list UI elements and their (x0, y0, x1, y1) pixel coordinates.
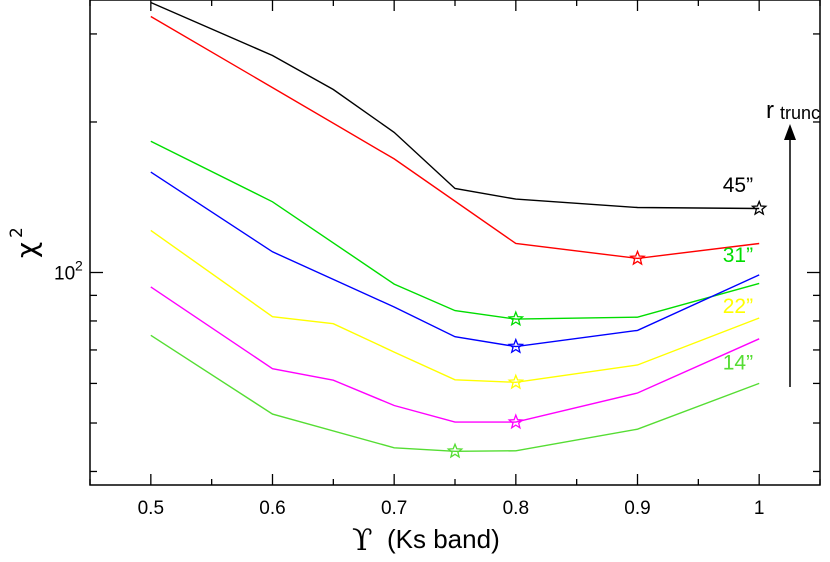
best-fit-star (629, 249, 646, 266)
best-fit-star (446, 442, 464, 459)
series-line (150, 15, 760, 260)
truncation-arrow-head (784, 124, 796, 140)
series-line (150, 1, 760, 210)
radius-annotation: 31” (723, 244, 753, 267)
series-line (150, 140, 760, 320)
plot-frame (89, 0, 821, 486)
series-lines (150, 1, 760, 453)
best-fit-markers (446, 199, 768, 459)
best-fit-star (750, 199, 768, 216)
x-tick-labels: 0.5 0.6 0.7 0.8 0.9 1 (138, 498, 765, 519)
best-fit-star (507, 310, 525, 327)
truncation-radius-subscript: trunc (780, 103, 820, 123)
radius-annotation: 45” (723, 174, 753, 197)
x-tick-label: 1 (754, 498, 765, 519)
x-tick-label: 0.6 (259, 498, 285, 519)
best-fit-star (507, 337, 525, 354)
series-line (150, 334, 760, 453)
series-line (150, 171, 760, 348)
best-fit-star (507, 413, 525, 430)
y-axis-label-exponent: 2 (7, 227, 27, 238)
x-tick-label: 0.5 (138, 498, 164, 519)
axis-ticks (89, 0, 821, 485)
truncation-radius-label: r (766, 97, 774, 124)
x-axis-label-text: (Ks band) (387, 524, 500, 554)
x-tick-label: 0.8 (503, 498, 529, 519)
radius-annotation: 14” (723, 351, 753, 374)
y-tick-label-exponent: 2 (75, 258, 83, 274)
x-axis-label: ϒ (Ks band) (352, 523, 500, 558)
truncation-arrow: r trunc (766, 97, 820, 387)
radius-annotation: 22” (723, 295, 753, 318)
annotations: 45” 31” 22” 14” (723, 174, 753, 375)
x-axis-label-upsilon: ϒ (352, 523, 373, 558)
y-axis-label-chi: χ (10, 242, 43, 258)
series-line (150, 286, 760, 423)
x-tick-label: 0.7 (381, 498, 407, 519)
y-tick-label-base: 10 (54, 264, 75, 285)
y-axis-label: χ 2 (7, 227, 43, 258)
y-tick-label: 10 2 (54, 258, 83, 285)
x-tick-label: 0.9 (624, 498, 650, 519)
best-fit-star (507, 373, 525, 390)
series-line (150, 229, 760, 384)
